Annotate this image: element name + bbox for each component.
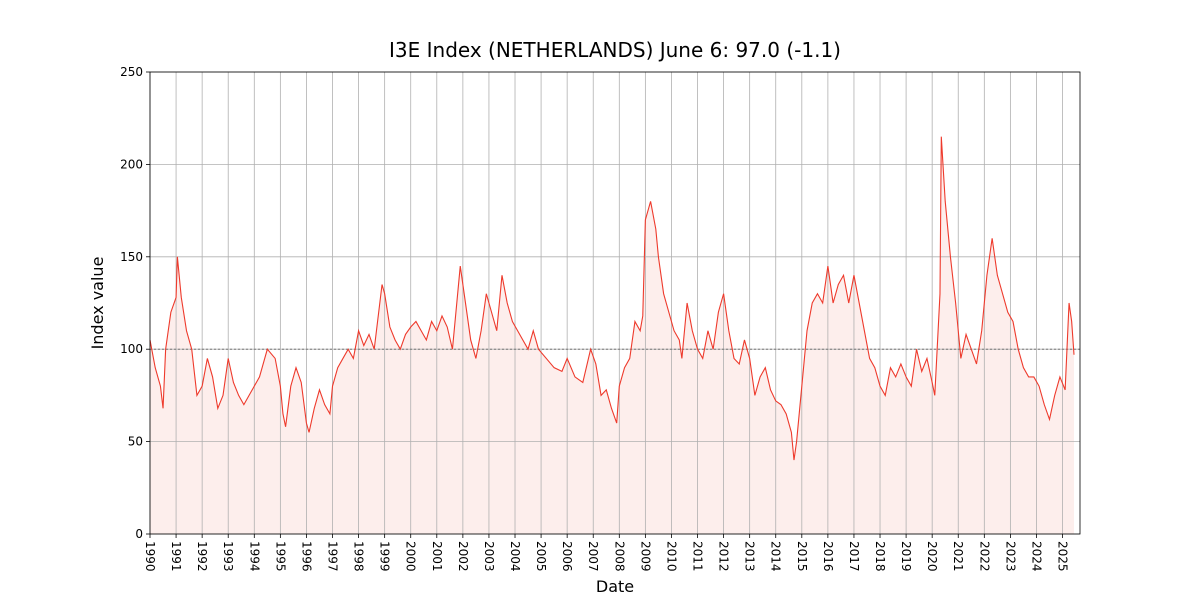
y-tick-label: 50 bbox=[128, 435, 143, 449]
x-tick-label: 2023 bbox=[1003, 541, 1017, 572]
x-tick-label: 1990 bbox=[143, 541, 157, 572]
x-tick-label: 2005 bbox=[534, 541, 548, 572]
x-tick-label: 2009 bbox=[638, 541, 652, 572]
x-tick-label: 1995 bbox=[273, 541, 287, 572]
y-tick-label: 0 bbox=[135, 527, 143, 541]
x-tick-label: 2004 bbox=[508, 541, 522, 572]
x-tick-label: 2000 bbox=[404, 541, 418, 572]
x-tick-label: 2007 bbox=[586, 541, 600, 572]
x-tick-label: 2001 bbox=[430, 541, 444, 572]
chart-title: I3E Index (NETHERLANDS) June 6: 97.0 (-1… bbox=[389, 38, 841, 62]
y-tick-label: 100 bbox=[120, 342, 143, 356]
data-line bbox=[149, 136, 1075, 461]
x-tick-label: 2011 bbox=[691, 541, 705, 572]
x-tick-label: 2014 bbox=[769, 541, 783, 572]
x-tick-label: 2002 bbox=[456, 541, 470, 572]
x-tick-label: 1994 bbox=[247, 541, 261, 572]
x-tick-label: 1998 bbox=[352, 541, 366, 572]
x-tick-label: 2013 bbox=[743, 541, 757, 572]
x-tick-label: 2019 bbox=[899, 541, 913, 572]
x-tick-label: 1999 bbox=[378, 541, 392, 572]
x-tick-label: 1993 bbox=[221, 541, 235, 572]
y-tick-label: 200 bbox=[120, 157, 143, 171]
x-tick-label: 1991 bbox=[169, 541, 183, 572]
y-tick-label: 150 bbox=[120, 250, 143, 264]
x-tick-label: 2015 bbox=[795, 541, 809, 572]
y-axis-label: Index value bbox=[88, 257, 107, 350]
plot-frame bbox=[149, 71, 1081, 535]
x-tick-label: 2016 bbox=[821, 541, 835, 572]
x-tick-label: 1992 bbox=[195, 541, 209, 572]
x-tick-label: 2008 bbox=[612, 541, 626, 572]
x-tick-label: 2003 bbox=[482, 541, 496, 572]
x-tick-label: 2025 bbox=[1056, 541, 1070, 572]
x-tick-label: 2017 bbox=[847, 541, 861, 572]
x-tick-label: 2010 bbox=[664, 541, 678, 572]
area-fill bbox=[150, 136, 1074, 534]
x-tick-label: 1997 bbox=[326, 541, 340, 572]
x-tick-label: 2018 bbox=[873, 541, 887, 572]
x-axis-label: Date bbox=[596, 577, 634, 596]
x-tick-label: 2022 bbox=[977, 541, 991, 572]
x-tick-label: 2024 bbox=[1029, 541, 1043, 572]
y-tick-label: 250 bbox=[120, 65, 143, 79]
x-tick-label: 2012 bbox=[717, 541, 731, 572]
x-tick-label: 1996 bbox=[299, 541, 313, 572]
x-tick-label: 2021 bbox=[951, 541, 965, 572]
x-tick-label: 2006 bbox=[560, 541, 574, 572]
x-tick-label: 2020 bbox=[925, 541, 939, 572]
